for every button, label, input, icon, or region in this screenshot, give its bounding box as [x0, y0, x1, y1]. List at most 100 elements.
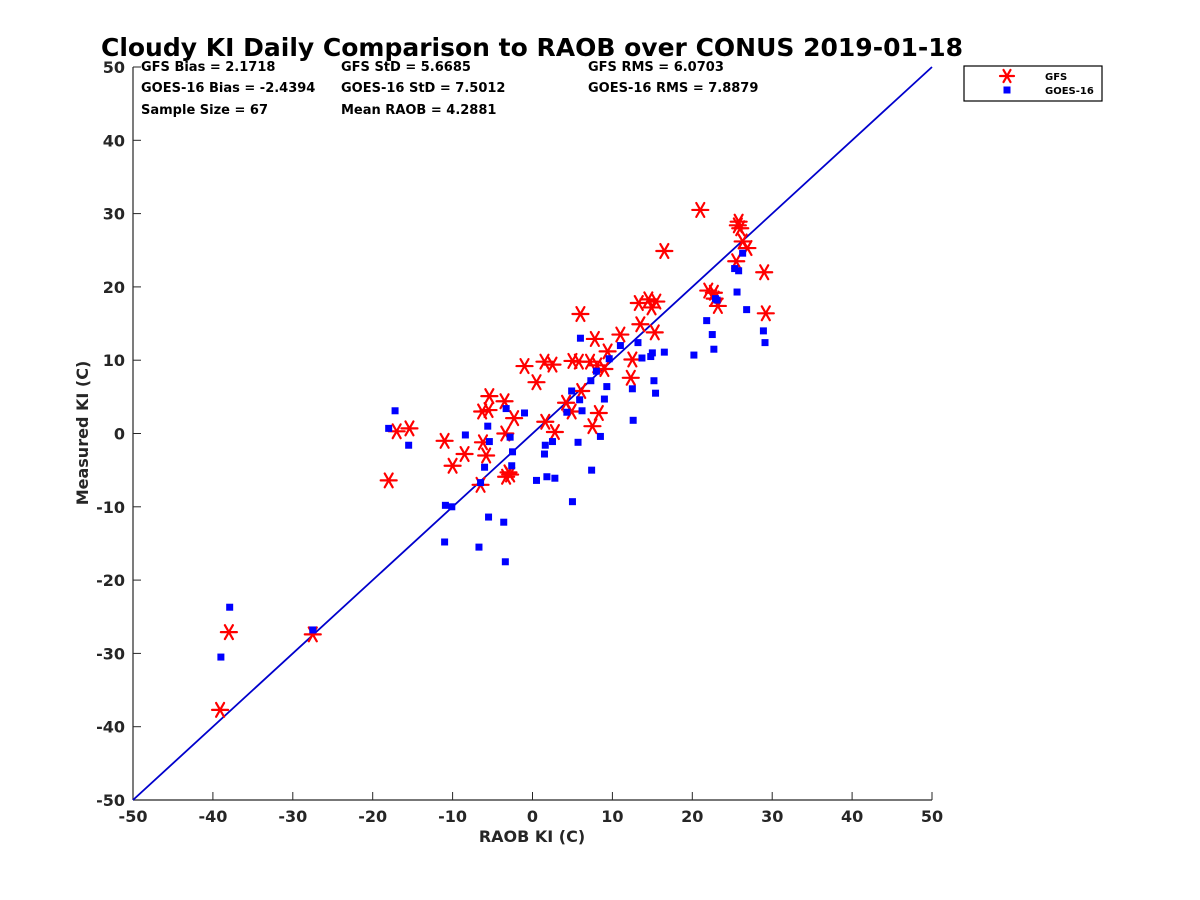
goes16-point	[708, 331, 716, 339]
goes16-point	[521, 409, 529, 417]
goes16-point	[441, 538, 449, 546]
x-tick-label: 30	[761, 807, 783, 826]
goes16-point	[500, 518, 508, 526]
y-tick-label: -40	[96, 718, 125, 737]
goes16-point	[648, 349, 656, 357]
gfs-point	[443, 457, 462, 474]
goes16-point	[484, 422, 492, 430]
goes16-point	[477, 479, 485, 487]
goes16-point	[217, 653, 225, 661]
x-tick-label: 20	[681, 807, 703, 826]
stat-text: GOES-16 Bias = -2.4394	[141, 81, 315, 96]
stat-text: GOES-16 RMS = 7.8879	[588, 81, 758, 96]
goes16-point	[588, 466, 596, 474]
stat-text: GFS RMS = 6.0703	[588, 60, 724, 75]
gfs-point	[545, 424, 564, 441]
legend-label: GOES-16	[1045, 86, 1094, 97]
goes16-point	[485, 438, 493, 446]
gfs-point	[435, 432, 454, 449]
gfs-point	[621, 369, 640, 386]
gfs-point	[639, 291, 658, 308]
gfs-point	[731, 220, 750, 237]
x-tick-label: 0	[527, 807, 538, 826]
goes16-point	[576, 334, 584, 342]
gfs-point	[219, 624, 238, 641]
legend-box	[963, 65, 1103, 102]
gfs-point	[480, 388, 499, 405]
goes16-point	[475, 543, 483, 551]
stats-block: GFS Bias = 2.1718 GFS StD = 5.6685 GFS RMS…	[141, 60, 758, 118]
goes16-point	[600, 395, 608, 403]
legend-gfs-marker	[998, 68, 1016, 84]
goes16-point	[743, 306, 751, 314]
gfs-point	[691, 201, 710, 218]
x-tick-label: -40	[198, 807, 227, 826]
goes16-point	[309, 626, 317, 634]
y-tick-label: -10	[96, 498, 125, 517]
goes16-point	[739, 249, 747, 257]
goes16-point	[735, 267, 743, 275]
gfs-point	[756, 305, 775, 322]
x-tick-label: -50	[119, 807, 148, 826]
gfs-point	[479, 402, 498, 419]
goes16-point	[629, 416, 637, 424]
reference-line	[132, 66, 933, 801]
gfs-point	[505, 410, 524, 427]
gfs-point	[379, 472, 398, 489]
goes16-point	[603, 383, 611, 391]
gfs-point	[645, 324, 664, 341]
goes16-point	[660, 348, 668, 356]
series-goes-16	[217, 249, 769, 661]
stat-text: GFS StD = 5.6685	[341, 60, 471, 75]
stat-text: GOES-16 StD = 7.5012	[341, 81, 505, 96]
legend-label: GFS	[1045, 72, 1067, 83]
gfs-point	[400, 420, 419, 437]
goes16-point	[568, 498, 576, 506]
goes16-point	[759, 327, 767, 335]
goes16-point	[541, 441, 549, 449]
goes16-point	[713, 296, 721, 304]
goes16-point	[481, 463, 489, 471]
y-tick-label: 40	[103, 131, 125, 150]
x-tick-label: -30	[278, 807, 307, 826]
goes16-point	[703, 317, 711, 325]
goes16-point	[568, 387, 576, 395]
goes16-point	[650, 377, 658, 385]
gfs-point	[585, 330, 604, 347]
goes16-point	[710, 345, 718, 353]
goes16-point	[616, 342, 624, 350]
gfs-point	[543, 356, 562, 373]
goes16-point	[441, 501, 449, 509]
gfs-point	[501, 466, 520, 483]
goes16-point	[502, 405, 510, 413]
goes16-point	[563, 408, 571, 416]
goes16-point	[652, 389, 660, 397]
x-axis-label: RAOB KI (C)	[479, 827, 585, 846]
x-tick-label: 10	[601, 807, 623, 826]
goes16-point	[690, 351, 698, 359]
x-tick-label: 50	[921, 807, 943, 826]
goes16-point	[540, 450, 548, 458]
gfs-point	[210, 701, 230, 718]
gfs-point	[571, 305, 590, 323]
goes16-point	[638, 354, 646, 362]
gfs-point	[572, 382, 591, 400]
goes16-point	[548, 438, 556, 446]
y-tick-label: -50	[96, 791, 125, 810]
gfs-point	[623, 351, 642, 368]
y-tick-label: 0	[114, 425, 125, 444]
stat-text: Mean RAOB = 4.2881	[341, 103, 496, 118]
y-tick-label: 10	[103, 351, 125, 370]
legend-goes16-marker	[1003, 86, 1011, 94]
gfs-point	[536, 413, 555, 430]
y-tick-label: -20	[96, 571, 125, 590]
data-points	[210, 201, 775, 718]
gfs-point	[515, 358, 534, 375]
goes16-point	[448, 503, 456, 511]
goes16-point	[391, 407, 399, 415]
gfs-point	[589, 404, 608, 422]
goes16-point	[592, 367, 600, 375]
goes16-point	[532, 476, 540, 484]
goes16-point	[509, 448, 517, 456]
goes16-point	[761, 339, 769, 347]
